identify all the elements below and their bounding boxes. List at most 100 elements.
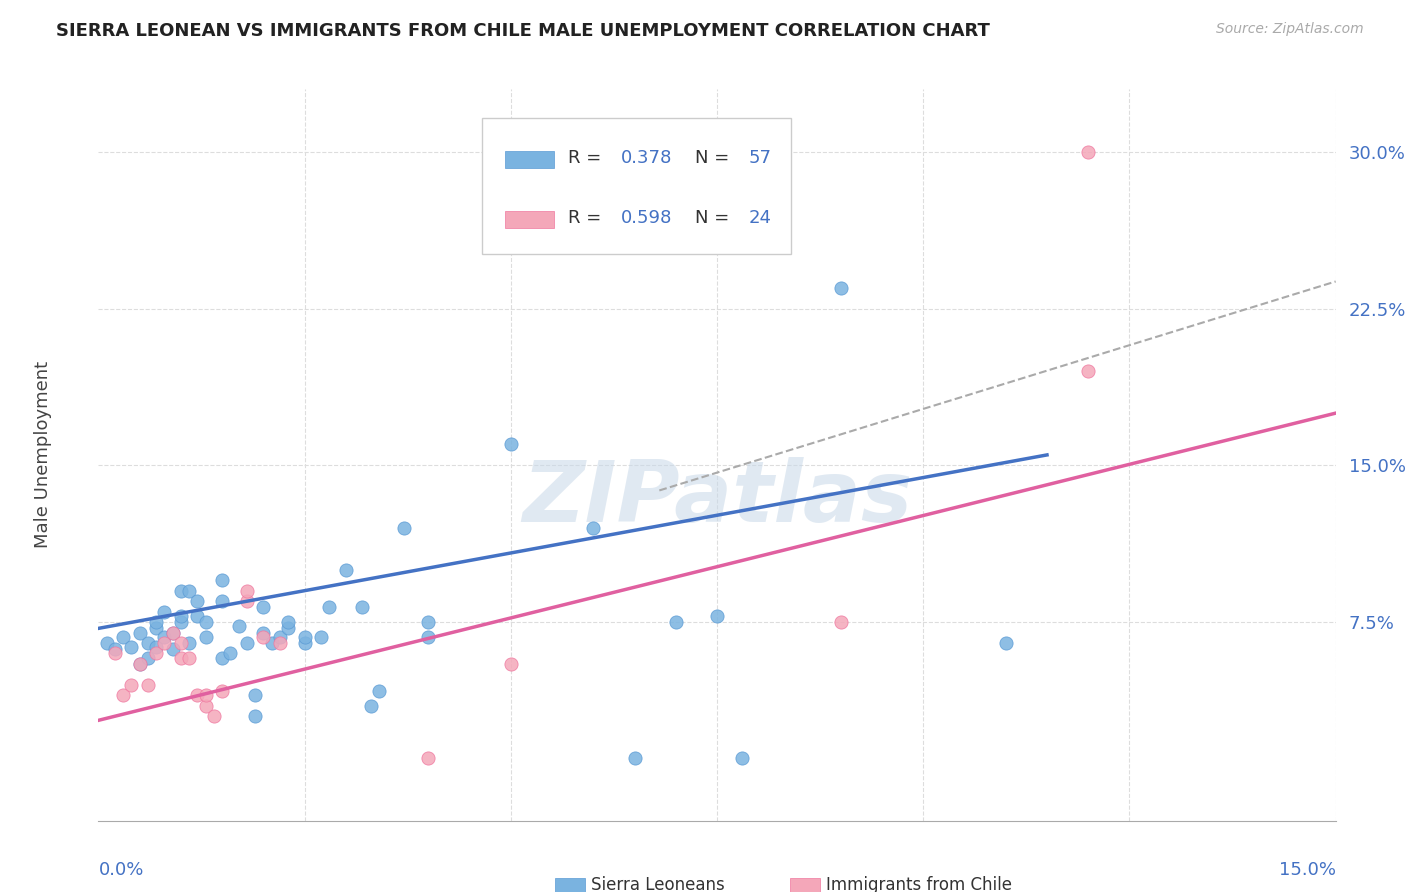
Text: Source: ZipAtlas.com: Source: ZipAtlas.com [1216, 22, 1364, 37]
Text: 15.0%: 15.0% [1278, 861, 1336, 879]
Point [194, 688, 217, 702]
Point [128, 657, 150, 671]
Text: SIERRA LEONEAN VS IMMIGRANTS FROM CHILE MALE UNEMPLOYMENT CORRELATION CHART: SIERRA LEONEAN VS IMMIGRANTS FROM CHILE … [56, 22, 990, 40]
Text: R =: R = [568, 209, 607, 227]
Point [194, 615, 217, 629]
Point [243, 688, 266, 702]
Point [623, 751, 645, 765]
Point [236, 636, 259, 650]
Point [665, 615, 688, 629]
Point [128, 657, 150, 671]
Point [252, 600, 274, 615]
Point [294, 636, 316, 650]
Point [153, 630, 176, 644]
Point [136, 650, 159, 665]
FancyBboxPatch shape [482, 119, 792, 253]
FancyBboxPatch shape [790, 879, 820, 892]
Point [194, 630, 217, 644]
Point [179, 636, 201, 650]
Point [243, 709, 266, 723]
Point [112, 688, 135, 702]
Text: 57: 57 [748, 149, 772, 167]
Point [219, 647, 242, 661]
Text: 0.378: 0.378 [621, 149, 672, 167]
FancyBboxPatch shape [555, 879, 585, 892]
Point [162, 625, 184, 640]
Point [260, 636, 283, 650]
Point [170, 650, 193, 665]
Point [277, 621, 299, 635]
Point [186, 688, 208, 702]
Text: Male Unemployment: Male Unemployment [34, 361, 52, 549]
Point [145, 621, 167, 635]
FancyBboxPatch shape [506, 151, 554, 168]
Point [418, 630, 440, 644]
Text: N =: N = [696, 149, 735, 167]
Point [153, 636, 176, 650]
Point [170, 608, 193, 623]
Point [335, 563, 357, 577]
Point [994, 636, 1017, 650]
Point [318, 600, 340, 615]
Point [136, 678, 159, 692]
Point [120, 640, 142, 655]
Point [360, 698, 382, 713]
Text: Sierra Leoneans: Sierra Leoneans [591, 876, 724, 892]
Point [352, 600, 374, 615]
Point [252, 625, 274, 640]
Point [582, 521, 605, 535]
Point [96, 636, 118, 650]
Point [1077, 364, 1099, 378]
Point [499, 657, 522, 671]
Point [309, 630, 332, 644]
Point [367, 684, 389, 698]
Text: 24: 24 [748, 209, 772, 227]
Point [120, 678, 142, 692]
Point [830, 281, 852, 295]
Point [830, 615, 852, 629]
FancyBboxPatch shape [506, 211, 554, 228]
Point [269, 636, 291, 650]
Point [236, 583, 259, 598]
Point [211, 650, 233, 665]
Point [104, 642, 127, 657]
Point [170, 636, 193, 650]
Text: N =: N = [696, 209, 735, 227]
Point [706, 608, 728, 623]
Point [252, 630, 274, 644]
Point [179, 650, 201, 665]
Point [211, 684, 233, 698]
Point [228, 619, 250, 633]
Point [211, 594, 233, 608]
Point [211, 574, 233, 588]
Point [186, 594, 208, 608]
Point [170, 615, 193, 629]
Text: 0.598: 0.598 [621, 209, 672, 227]
Text: 0.0%: 0.0% [98, 861, 143, 879]
Point [731, 751, 754, 765]
Text: ZIPatlas: ZIPatlas [522, 458, 912, 541]
Point [236, 594, 259, 608]
Point [145, 615, 167, 629]
Point [162, 625, 184, 640]
Point [194, 698, 217, 713]
Point [162, 642, 184, 657]
Point [170, 583, 193, 598]
Point [179, 583, 201, 598]
Point [145, 640, 167, 655]
Point [418, 751, 440, 765]
Point [499, 437, 522, 451]
Point [202, 709, 225, 723]
Point [277, 615, 299, 629]
Point [128, 625, 150, 640]
Point [392, 521, 415, 535]
Point [153, 605, 176, 619]
Text: R =: R = [568, 149, 607, 167]
Point [1077, 145, 1099, 159]
Text: Immigrants from Chile: Immigrants from Chile [825, 876, 1012, 892]
Point [269, 630, 291, 644]
Point [112, 630, 135, 644]
Point [186, 608, 208, 623]
Point [294, 630, 316, 644]
Point [136, 636, 159, 650]
